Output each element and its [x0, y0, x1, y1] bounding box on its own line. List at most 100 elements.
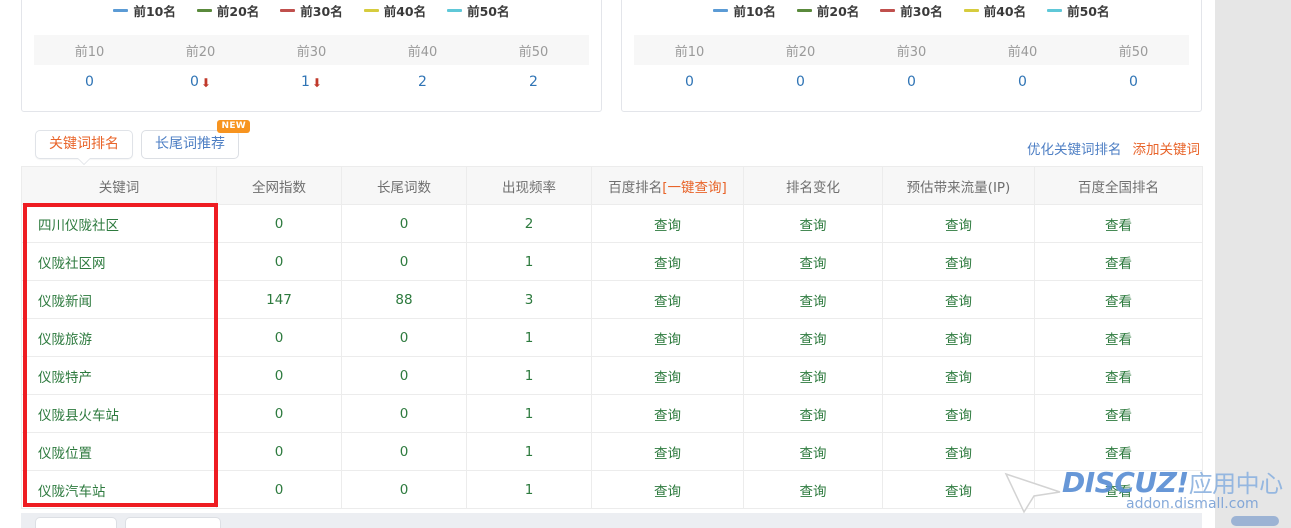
cell-baidu-rank: 查询: [591, 242, 744, 281]
legend-label: 前40名: [383, 3, 427, 19]
query-link[interactable]: 查询: [945, 293, 972, 310]
horizontal-scrollbar-thumb[interactable]: [1231, 516, 1279, 526]
stat-header-cell: 前10: [674, 44, 705, 60]
table-row: 仪陇位置 0 0 1 查询 查询 查询 查看: [21, 432, 1203, 471]
query-link[interactable]: 查询: [799, 255, 827, 272]
one-click-query-link[interactable]: [一键查询]: [662, 179, 727, 196]
stat-header-cell: 前50: [1118, 44, 1149, 60]
stat-header-cell: 前30: [296, 44, 327, 60]
cell-baidu-rank: 查询: [591, 204, 744, 243]
table-row: 仪陇特产 0 0 1 查询 查询 查询 查看: [21, 356, 1203, 395]
th-estimated-traffic: 预估带来流量(IP): [882, 166, 1035, 205]
view-link[interactable]: 查看: [1105, 217, 1132, 234]
query-link[interactable]: 查询: [654, 331, 681, 348]
cell-rank-change: 查询: [743, 280, 883, 319]
cell-keyword: 仪陇社区网: [21, 242, 217, 281]
cell-keyword: 仪陇县火车站: [21, 394, 217, 433]
cell-traffic: 查询: [882, 204, 1035, 243]
view-link[interactable]: 查看: [1105, 445, 1132, 462]
query-link[interactable]: 查询: [799, 369, 827, 386]
cell-traffic: 查询: [882, 432, 1035, 471]
query-link[interactable]: 查询: [799, 331, 827, 348]
stat-value-cell: 2: [478, 74, 589, 90]
cell-national-rank: 查看: [1034, 394, 1203, 433]
view-link[interactable]: 查看: [1105, 369, 1132, 386]
th-longtail-count: 长尾词数: [341, 166, 467, 205]
query-link[interactable]: 查询: [799, 483, 827, 500]
tabbar-action-links: 优化关键词排名 添加关键词: [1027, 138, 1200, 158]
query-link[interactable]: 查询: [945, 369, 972, 386]
stat-value: 0: [685, 74, 694, 90]
th-label: 全网指数: [252, 179, 306, 196]
cell-frequency: 1: [466, 394, 592, 433]
legend-swatch-icon: [280, 8, 296, 12]
table-row: 仪陇新闻 147 88 3 查询 查询 查询 查看: [21, 280, 1203, 319]
view-link[interactable]: 查看: [1105, 407, 1132, 424]
query-link[interactable]: 查询: [945, 217, 972, 234]
cell-keyword: 仪陇位置: [21, 432, 217, 471]
legend-label: 前30名: [300, 3, 343, 19]
cell-baidu-rank: 查询: [591, 470, 744, 509]
cell-longtail: 0: [341, 242, 467, 281]
add-keyword-link[interactable]: 添加关键词: [1132, 142, 1201, 158]
stat-value: 1: [301, 74, 310, 90]
query-link[interactable]: 查询: [945, 483, 972, 500]
th-label: 关键词: [98, 179, 140, 196]
cell-traffic: 查询: [882, 394, 1035, 433]
view-link[interactable]: 查看: [1105, 255, 1132, 272]
legend-swatch-icon: [963, 8, 979, 12]
right-panel-legend: 前10名 前20名 前30名 前40名 前50名: [622, 0, 1201, 21]
stat-header-cell: 前20: [785, 44, 816, 60]
th-label: 长尾词数: [377, 179, 431, 196]
query-link[interactable]: 查询: [945, 445, 972, 462]
query-link[interactable]: 查询: [654, 445, 681, 462]
th-frequency: 出现频率: [466, 166, 592, 205]
view-link[interactable]: 查看: [1105, 483, 1132, 500]
query-link[interactable]: 查询: [654, 369, 681, 386]
bottom-tab-2[interactable]: [125, 517, 221, 528]
tab-longtail-recommend[interactable]: 长尾词推荐 NEW: [141, 120, 250, 159]
cell-frequency: 1: [466, 318, 592, 357]
cell-index: 0: [216, 394, 342, 433]
cell-longtail: 0: [341, 470, 467, 509]
optimize-keyword-ranking-link[interactable]: 优化关键词排名: [1027, 142, 1122, 158]
view-link[interactable]: 查看: [1105, 331, 1132, 348]
cell-national-rank: 查看: [1034, 470, 1203, 509]
th-keyword: 关键词: [21, 166, 217, 205]
view-link[interactable]: 查看: [1105, 293, 1132, 310]
query-link[interactable]: 查询: [654, 293, 681, 310]
query-link[interactable]: 查询: [799, 445, 827, 462]
cell-national-rank: 查看: [1034, 432, 1203, 471]
query-link[interactable]: 查询: [799, 293, 827, 310]
page-right-gutter: [1215, 0, 1291, 528]
legend-item: 前10名: [713, 1, 776, 20]
table-row: 仪陇社区网 0 0 1 查询 查询 查询 查看: [21, 242, 1203, 281]
right-rank-panel: 前10名 前20名 前30名 前40名 前50名: [621, 0, 1202, 112]
cell-rank-change: 查询: [743, 432, 883, 471]
legend-label: 前50名: [467, 3, 510, 19]
right-stat-header-row: 前10 前20 前30 前40 前50: [634, 35, 1189, 65]
legend-label: 前20名: [216, 3, 260, 19]
legend-item: 前40名: [963, 1, 1026, 20]
query-link[interactable]: 查询: [799, 217, 827, 234]
legend-label: 前10名: [733, 3, 776, 19]
legend-item: 前50名: [1047, 1, 1110, 20]
query-link[interactable]: 查询: [799, 407, 827, 424]
stat-header-cell: 前50: [518, 44, 549, 60]
query-link[interactable]: 查询: [945, 331, 972, 348]
query-link[interactable]: 查询: [945, 407, 972, 424]
bottom-tab-1[interactable]: [35, 517, 117, 528]
cell-keyword: 仪陇旅游: [21, 318, 217, 357]
legend-item: 前50名: [447, 1, 510, 20]
query-link[interactable]: 查询: [654, 483, 681, 500]
query-link[interactable]: 查询: [654, 217, 681, 234]
query-link[interactable]: 查询: [654, 255, 681, 272]
cell-frequency: 3: [466, 280, 592, 319]
th-label: 出现频率: [502, 179, 556, 196]
query-link[interactable]: 查询: [654, 407, 681, 424]
query-link[interactable]: 查询: [945, 255, 972, 272]
tab-keyword-ranking[interactable]: 关键词排名: [35, 130, 133, 159]
cell-baidu-rank: 查询: [591, 356, 744, 395]
left-stat-value-row: 0 0 ⬇ 1 ⬇ 2 2: [34, 65, 589, 99]
